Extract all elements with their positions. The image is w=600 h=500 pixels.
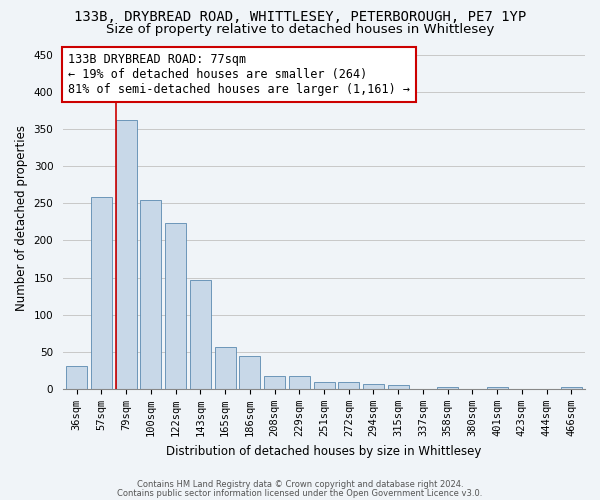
Text: 133B, DRYBREAD ROAD, WHITTLESEY, PETERBOROUGH, PE7 1YP: 133B, DRYBREAD ROAD, WHITTLESEY, PETERBO… [74, 10, 526, 24]
Bar [91, 196, 112, 389]
Bar [140, 200, 161, 389]
Bar [190, 280, 211, 389]
Y-axis label: Number of detached properties: Number of detached properties [15, 125, 28, 311]
Bar [338, 382, 359, 389]
Bar [66, 366, 87, 389]
Bar [314, 382, 335, 389]
X-axis label: Distribution of detached houses by size in Whittlesey: Distribution of detached houses by size … [166, 444, 482, 458]
Text: Contains public sector information licensed under the Open Government Licence v3: Contains public sector information licen… [118, 488, 482, 498]
Bar [487, 388, 508, 389]
Text: Contains HM Land Registry data © Crown copyright and database right 2024.: Contains HM Land Registry data © Crown c… [137, 480, 463, 489]
Bar [165, 222, 186, 389]
Bar [561, 388, 582, 389]
Text: Size of property relative to detached houses in Whittlesey: Size of property relative to detached ho… [106, 22, 494, 36]
Bar [215, 348, 236, 389]
Text: 133B DRYBREAD ROAD: 77sqm
← 19% of detached houses are smaller (264)
81% of semi: 133B DRYBREAD ROAD: 77sqm ← 19% of detac… [68, 52, 410, 96]
Bar [388, 385, 409, 389]
Bar [437, 386, 458, 389]
Bar [264, 376, 285, 389]
Bar [116, 120, 137, 389]
Bar [363, 384, 384, 389]
Bar [289, 376, 310, 389]
Bar [239, 356, 260, 389]
